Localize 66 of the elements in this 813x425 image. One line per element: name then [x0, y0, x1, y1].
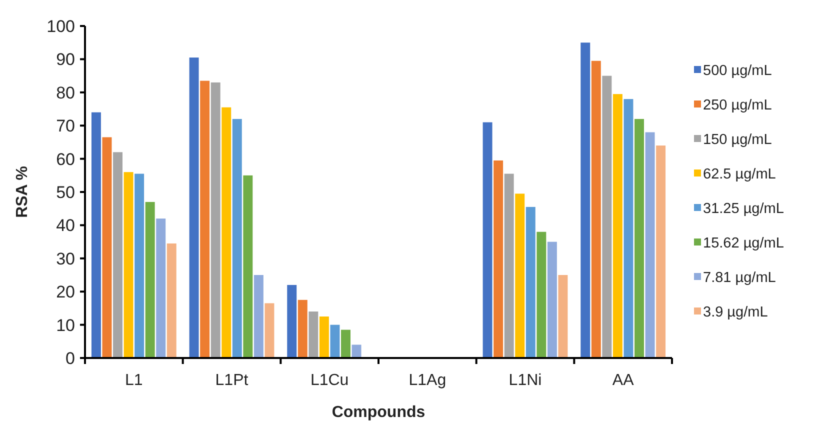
y-tick-label: 60 [56, 150, 75, 169]
bar [526, 206, 536, 358]
bar [298, 300, 308, 358]
bar [341, 330, 350, 358]
y-tick-label: 90 [56, 50, 75, 70]
legend-label: 31.25 µg/mL [703, 201, 784, 218]
x-tick-label: L1 [125, 372, 143, 389]
bar [515, 194, 525, 358]
bar [124, 172, 134, 358]
bar [656, 146, 666, 358]
bar [558, 275, 568, 358]
bar [330, 324, 340, 358]
y-tick-label: 40 [56, 216, 75, 236]
bar [232, 118, 242, 358]
bar [645, 132, 655, 358]
bar [102, 137, 112, 358]
y-tick-label: 10 [56, 316, 75, 335]
y-tick-label: 0 [66, 348, 75, 368]
x-tick-label: L1Ag [408, 372, 446, 389]
y-tick-label: 50 [56, 182, 75, 202]
bar [287, 284, 297, 358]
bar [352, 344, 362, 358]
bar [308, 312, 318, 358]
bar [624, 99, 634, 358]
bar [254, 275, 264, 358]
legend-label: 250 µg/mL [703, 98, 772, 114]
bar [591, 60, 601, 358]
bar [166, 243, 176, 358]
bar [113, 152, 122, 358]
x-axis-title: Compounds [332, 404, 426, 421]
bar [243, 175, 253, 358]
legend-label: 150 µg/mL [703, 132, 772, 148]
legend-label: 7.81 µg/mL [703, 270, 776, 286]
bar [494, 160, 504, 358]
bar [222, 107, 232, 358]
y-tick-label: 100 [46, 16, 75, 36]
x-tick-label: AA [612, 372, 634, 389]
legend-label: 15.62 µg/mL [703, 236, 784, 252]
y-tick-label: 70 [56, 116, 75, 136]
bar [264, 303, 274, 358]
bar [482, 122, 492, 358]
legend-label: 500 µg/mL [703, 63, 772, 80]
bar [189, 58, 199, 358]
bar [145, 202, 155, 358]
bar [580, 42, 590, 358]
x-tick-label: L1Pt [215, 372, 249, 389]
bar [91, 112, 101, 358]
bar [634, 118, 644, 358]
y-tick-label: 80 [56, 83, 75, 102]
y-tick-label: 20 [56, 282, 75, 302]
x-tick-label: L1Cu [310, 372, 349, 389]
legend-label: 62.5 µg/mL [703, 166, 776, 183]
legend-label: 3.9 µg/mL [703, 304, 768, 321]
bar [536, 232, 546, 358]
x-tick-label: L1Ni [508, 372, 542, 389]
bar [602, 76, 612, 358]
bar [504, 174, 514, 358]
y-tick-label: 30 [56, 249, 75, 268]
bar [210, 82, 220, 358]
bar [156, 218, 166, 358]
bar [134, 174, 144, 358]
bar [547, 242, 557, 358]
bar [612, 94, 622, 358]
y-axis-title: RSA % [14, 166, 31, 218]
bar [319, 316, 329, 358]
bar [200, 80, 210, 358]
